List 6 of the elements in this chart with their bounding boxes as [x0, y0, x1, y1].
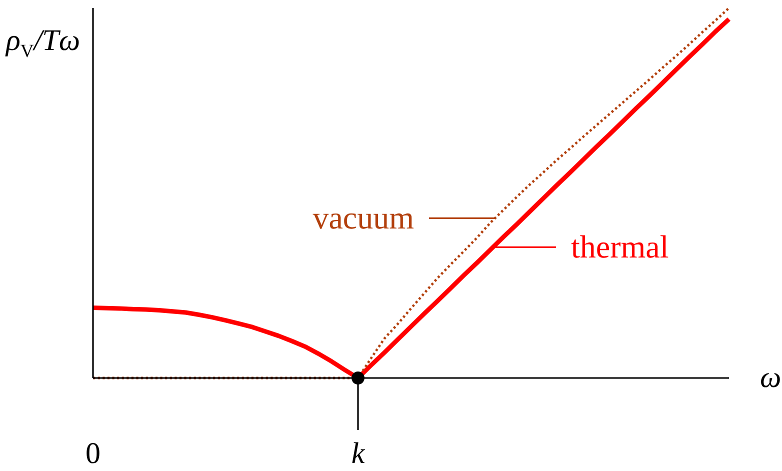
x-tick-label: 0	[86, 437, 100, 470]
legend-label: thermal	[571, 228, 669, 265]
y-axis-title: ρ$_{V}$/Tω	[5, 24, 80, 62]
series-label: vacuum	[312, 200, 414, 236]
x-axis-title: ω	[760, 361, 782, 394]
x-tick-label: k	[351, 437, 366, 470]
